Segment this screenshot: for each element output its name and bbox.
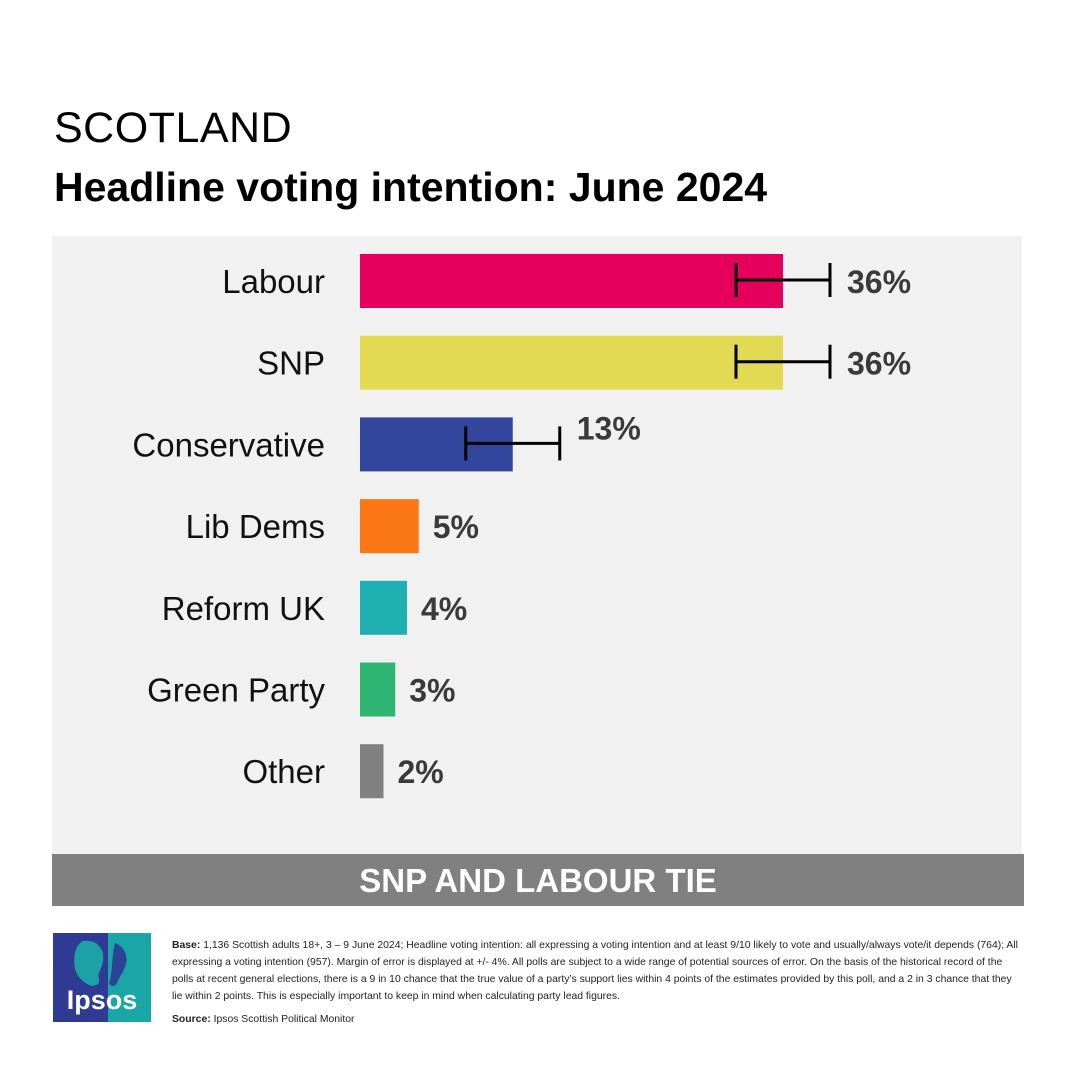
chart-panel: Labour 36% SNP 36% Conservative 13% Lib Dems 5%… bbox=[52, 236, 1022, 854]
error-bar-conservative bbox=[464, 426, 562, 461]
category-label-other: Other bbox=[242, 753, 325, 790]
bar-snp bbox=[360, 335, 783, 390]
category-label-green-party: Green Party bbox=[147, 672, 325, 709]
chart-title: Headline voting intention: June 2024 bbox=[54, 164, 768, 210]
headline-banner: SNP AND LABOUR TIE bbox=[52, 854, 1024, 906]
value-label-green-party: 3% bbox=[409, 673, 455, 709]
logo-wordmark: Ipsos bbox=[66, 985, 138, 1015]
region-kicker: SCOTLAND bbox=[54, 104, 293, 152]
value-label-other: 2% bbox=[398, 754, 444, 790]
bar-labour bbox=[360, 254, 783, 308]
category-label-reform-uk: Reform UK bbox=[162, 590, 325, 627]
error-bar-snp bbox=[734, 344, 832, 379]
bar-chart: Labour 36% SNP 36% Conservative 13% Lib Dems 5%… bbox=[132, 254, 911, 799]
base-note: Base: 1,136 Scottish adults 18+, 3 – 9 J… bbox=[172, 937, 1022, 1005]
bar-lib-dems bbox=[360, 499, 419, 554]
value-label-conservative: 13% bbox=[577, 410, 641, 446]
base-label: Base: bbox=[172, 940, 201, 951]
ipsos-logo: Ipsos bbox=[53, 933, 151, 1022]
base-text: 1,136 Scottish adults 18+, 3 – 9 June 20… bbox=[172, 940, 1018, 1002]
bar-green-party bbox=[360, 662, 396, 717]
bar-other bbox=[360, 744, 384, 799]
value-label-reform-uk: 4% bbox=[421, 591, 467, 627]
value-label-labour: 36% bbox=[847, 264, 911, 300]
category-label-labour: Labour bbox=[222, 263, 325, 300]
category-label-lib-dems: Lib Dems bbox=[186, 508, 325, 545]
category-label-snp: SNP bbox=[257, 345, 325, 382]
source-label: Source: bbox=[172, 1014, 211, 1025]
value-label-snp: 36% bbox=[847, 346, 911, 382]
source-note: Source: Ipsos Scottish Political Monitor bbox=[172, 1011, 1022, 1028]
bar-reform-uk bbox=[360, 580, 407, 635]
source-text: Ipsos Scottish Political Monitor bbox=[213, 1014, 355, 1025]
footnote: Base: 1,136 Scottish adults 18+, 3 – 9 J… bbox=[172, 937, 1022, 1028]
category-label-conservative: Conservative bbox=[132, 426, 325, 463]
value-label-lib-dems: 5% bbox=[433, 509, 479, 545]
error-bar-labour bbox=[734, 263, 832, 297]
